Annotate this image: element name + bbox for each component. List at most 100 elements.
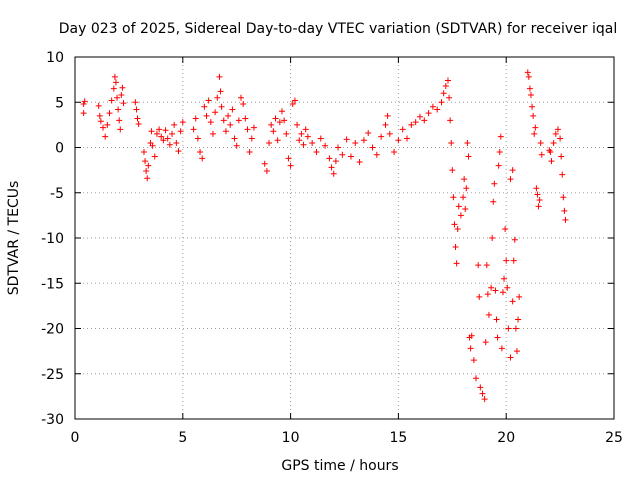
data-point bbox=[509, 167, 516, 174]
data-point bbox=[475, 262, 482, 269]
data-point bbox=[313, 149, 320, 156]
data-point bbox=[235, 117, 242, 124]
data-point bbox=[140, 149, 147, 156]
data-point bbox=[479, 390, 486, 397]
data-point bbox=[527, 92, 534, 99]
data-point bbox=[104, 121, 111, 128]
data-point bbox=[360, 137, 367, 144]
data-point bbox=[261, 160, 268, 167]
data-point bbox=[404, 135, 411, 142]
data-point bbox=[119, 84, 126, 91]
data-point bbox=[148, 128, 155, 135]
y-tick-label: 5 bbox=[55, 95, 64, 111]
data-point bbox=[246, 149, 253, 156]
data-point bbox=[110, 85, 117, 92]
data-point bbox=[558, 153, 565, 160]
data-point bbox=[266, 139, 273, 146]
data-point bbox=[95, 102, 102, 109]
data-point bbox=[510, 257, 517, 264]
data-point bbox=[429, 103, 436, 110]
data-point bbox=[562, 216, 569, 223]
data-point bbox=[444, 77, 451, 84]
data-point bbox=[227, 121, 234, 128]
data-point bbox=[220, 117, 227, 124]
data-point bbox=[112, 79, 119, 86]
data-point bbox=[493, 316, 500, 323]
data-point bbox=[491, 180, 498, 187]
data-point bbox=[347, 153, 354, 160]
data-point bbox=[225, 112, 232, 119]
data-point bbox=[142, 158, 149, 165]
data-point bbox=[496, 149, 503, 156]
data-point bbox=[502, 225, 509, 232]
data-point bbox=[218, 103, 225, 110]
y-tick-label: -30 bbox=[41, 412, 64, 428]
data-point bbox=[516, 293, 523, 300]
y-tick-label: 0 bbox=[55, 141, 64, 157]
data-point bbox=[455, 203, 462, 210]
data-point bbox=[294, 121, 301, 128]
data-point bbox=[499, 289, 506, 296]
data-point bbox=[164, 135, 171, 142]
data-point bbox=[296, 137, 303, 144]
y-tick-label: -5 bbox=[50, 186, 64, 202]
data-point bbox=[561, 207, 568, 214]
data-point bbox=[160, 137, 167, 144]
data-point bbox=[447, 117, 454, 124]
data-point bbox=[100, 124, 107, 131]
data-point bbox=[457, 212, 464, 219]
data-point bbox=[244, 126, 251, 133]
data-point bbox=[473, 375, 480, 382]
x-tick-label: 5 bbox=[178, 430, 187, 446]
data-point bbox=[532, 124, 539, 131]
data-point bbox=[450, 194, 457, 201]
data-point bbox=[384, 112, 391, 119]
data-point bbox=[434, 106, 441, 113]
x-axis-label: GPS time / hours bbox=[281, 458, 398, 474]
data-point bbox=[373, 151, 380, 158]
data-point bbox=[408, 121, 415, 128]
data-point bbox=[111, 73, 118, 80]
data-point bbox=[451, 221, 458, 228]
data-point bbox=[504, 284, 511, 291]
data-point bbox=[485, 311, 492, 318]
data-point bbox=[559, 171, 566, 178]
data-point bbox=[461, 176, 468, 183]
data-point bbox=[96, 112, 103, 119]
y-tick-label: -25 bbox=[41, 367, 64, 383]
data-point bbox=[302, 126, 309, 133]
data-point bbox=[481, 396, 488, 403]
data-point bbox=[326, 155, 333, 162]
x-tick-label: 20 bbox=[497, 430, 515, 446]
data-point bbox=[97, 118, 104, 125]
data-point bbox=[442, 82, 449, 89]
data-point bbox=[530, 112, 537, 119]
data-point bbox=[537, 139, 544, 146]
data-point bbox=[482, 339, 489, 346]
data-point bbox=[490, 198, 497, 205]
data-point bbox=[467, 345, 474, 352]
data-point bbox=[468, 332, 475, 339]
data-point bbox=[135, 120, 142, 127]
data-points bbox=[80, 69, 569, 403]
data-point bbox=[557, 135, 564, 142]
data-point bbox=[533, 185, 540, 192]
data-point bbox=[171, 121, 178, 128]
data-point bbox=[194, 135, 201, 142]
data-point bbox=[460, 194, 467, 201]
data-point bbox=[207, 119, 214, 126]
data-point bbox=[145, 162, 152, 169]
data-point bbox=[144, 175, 151, 182]
data-point bbox=[298, 130, 305, 137]
data-point bbox=[386, 130, 393, 137]
y-tick-label: -15 bbox=[41, 276, 64, 292]
data-point bbox=[300, 141, 307, 148]
data-point bbox=[197, 149, 204, 156]
data-point bbox=[464, 139, 471, 146]
data-point bbox=[216, 73, 223, 80]
data-point bbox=[108, 97, 115, 104]
data-point bbox=[515, 316, 522, 323]
data-point bbox=[548, 158, 555, 165]
data-point bbox=[483, 262, 490, 269]
data-point bbox=[465, 153, 472, 160]
